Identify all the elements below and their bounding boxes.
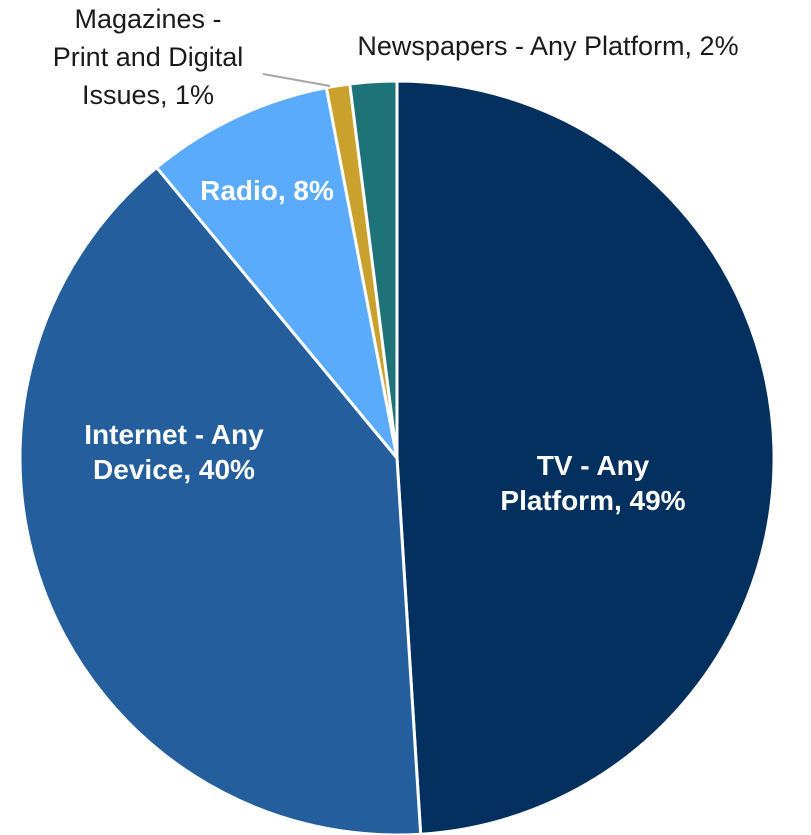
leader-line-3 [262, 73, 331, 87]
pie-slice-4 [348, 79, 399, 460]
slice-label-line: Internet - Any [84, 419, 264, 450]
pie-slice-1 [18, 166, 423, 835]
slice-label-line: Newspapers - Any Platform, 2% [357, 31, 738, 61]
slice-label-1: Internet - Any Device, 40% [84, 419, 264, 485]
slice-label-line: Device, 40% [93, 454, 255, 485]
slice-label-line: Magazines - [74, 4, 221, 34]
slice-labels: TV - Any Platform, 49% Internet - Any Devic… [53, 4, 739, 516]
slice-label-line: Print and Digital [53, 42, 244, 72]
slice-label-3: Magazines - Print and Digital Issues, 1% [53, 4, 244, 110]
pie-slice-0 [395, 79, 776, 835]
pie-slices [18, 79, 776, 835]
slice-label-line: Platform, 49% [500, 485, 685, 516]
slice-label-4: Newspapers - Any Platform, 2% [357, 31, 738, 61]
pie-slice-2 [155, 86, 399, 460]
slice-label-line: TV - Any [537, 450, 650, 481]
leader-lines [262, 73, 331, 87]
slice-label-0: TV - Any Platform, 49% [500, 450, 685, 516]
slice-label-line: Radio, 8% [200, 175, 334, 206]
slice-label-line: Issues, 1% [82, 80, 214, 110]
slice-label-2: Radio, 8% [200, 175, 334, 206]
